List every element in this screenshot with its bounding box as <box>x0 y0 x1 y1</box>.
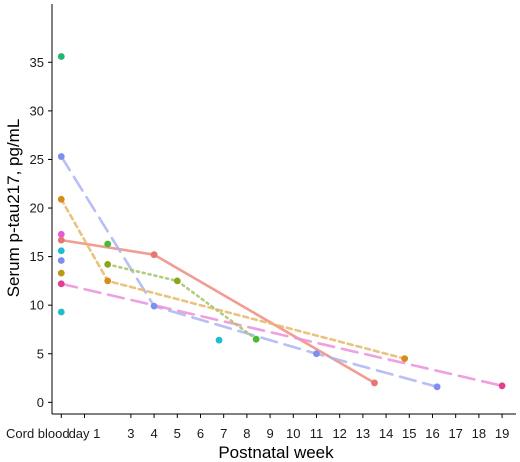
y-axis-title: Serum p-tau217, pg/mL <box>4 119 23 298</box>
data-point <box>57 153 65 160</box>
x-tick-label: Cord blood <box>6 426 70 441</box>
x-tick-label: 18 <box>472 426 486 441</box>
data-point <box>57 247 65 255</box>
x-axis-title: Postnatal week <box>218 443 334 462</box>
y-tick-label: 15 <box>30 249 44 264</box>
y-tick-label: 35 <box>30 55 44 70</box>
data-point <box>104 260 112 268</box>
series-line <box>59 155 439 389</box>
series-line <box>59 198 406 360</box>
x-tick-label: 4 <box>150 426 157 441</box>
series-line <box>59 282 504 388</box>
series-lines <box>59 155 504 389</box>
y-tick-label: 0 <box>37 395 44 410</box>
y-tick-label: 25 <box>30 152 44 167</box>
x-tick-label: 6 <box>197 426 204 441</box>
y-tick-label: 10 <box>30 298 44 313</box>
data-point <box>104 277 112 285</box>
x-tick-label: 13 <box>356 426 370 441</box>
data-point <box>104 240 112 248</box>
x-tick-label: 5 <box>174 426 181 441</box>
x-tick-label: 14 <box>379 426 393 441</box>
data-point <box>173 277 181 285</box>
data-point <box>57 236 65 244</box>
x-tick-label: 16 <box>425 426 439 441</box>
data-point <box>150 251 158 259</box>
data-point <box>57 230 65 238</box>
x-tick-label: 11 <box>310 426 324 441</box>
x-tick-label: 7 <box>220 426 227 441</box>
data-point <box>433 383 441 391</box>
y-tick-label: 30 <box>30 103 44 118</box>
x-tick-label: 10 <box>286 426 300 441</box>
data-point <box>371 379 378 387</box>
data-point <box>401 355 409 363</box>
x-tick-label: 19 <box>495 426 509 441</box>
data-point <box>57 280 65 288</box>
data-point <box>150 302 158 310</box>
data-point <box>498 382 506 390</box>
data-point <box>313 350 320 358</box>
data-point <box>252 335 260 343</box>
x-tick-label: 15 <box>402 426 416 441</box>
y-tick-label: 20 <box>30 201 44 216</box>
x-tick-label: day 1 <box>69 426 101 441</box>
data-point <box>57 308 65 316</box>
data-point <box>57 257 65 264</box>
data-point <box>215 336 223 344</box>
data-points <box>57 53 506 391</box>
data-point <box>57 53 65 60</box>
x-tick-label: 9 <box>266 426 273 441</box>
y-tick-label: 5 <box>37 346 44 361</box>
x-tick-label: 12 <box>332 426 346 441</box>
x-tick-label: 3 <box>127 426 134 441</box>
x-tick-label: 8 <box>243 426 250 441</box>
y-axis-ticks: 0 5 10 15 20 25 30 35 <box>30 55 52 410</box>
x-tick-label: 17 <box>448 426 462 441</box>
data-point <box>57 269 65 277</box>
data-point <box>57 195 65 203</box>
